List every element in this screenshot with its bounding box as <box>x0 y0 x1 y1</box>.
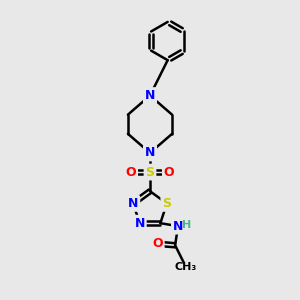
Text: S: S <box>146 166 154 178</box>
Text: N: N <box>134 217 145 230</box>
Text: S: S <box>162 197 171 210</box>
Text: O: O <box>125 166 136 178</box>
Text: N: N <box>173 220 183 232</box>
Text: O: O <box>152 237 163 250</box>
Text: N: N <box>128 197 138 210</box>
Text: CH₃: CH₃ <box>174 262 196 272</box>
Text: O: O <box>164 166 175 178</box>
Text: N: N <box>145 89 155 102</box>
Text: H: H <box>182 220 191 230</box>
Text: N: N <box>145 146 155 159</box>
